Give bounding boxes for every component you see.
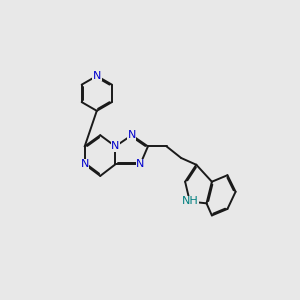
Text: N: N (136, 159, 145, 169)
Text: N: N (111, 141, 120, 152)
Text: N: N (80, 159, 89, 169)
Text: N: N (93, 71, 101, 81)
Text: NH: NH (182, 196, 198, 206)
Text: N: N (128, 130, 136, 140)
